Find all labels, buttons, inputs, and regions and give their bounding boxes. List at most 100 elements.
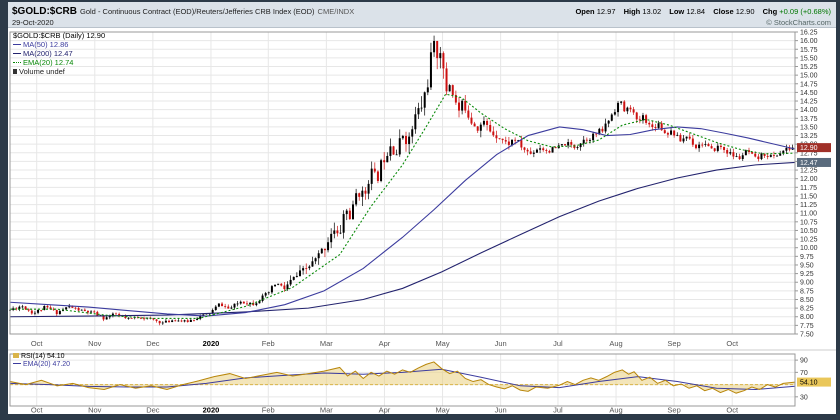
svg-text:15.25: 15.25	[800, 64, 818, 71]
legend-ma50-line: MA(50) 12.86	[13, 40, 105, 49]
svg-text:9.00: 9.00	[800, 280, 814, 287]
svg-text:15.75: 15.75	[800, 47, 818, 54]
svg-text:Apr: Apr	[379, 339, 391, 348]
svg-text:13.75: 13.75	[800, 116, 818, 123]
low-value: 12.84	[686, 7, 706, 16]
ma50-swatch-icon	[13, 44, 21, 45]
rsi-swatch-icon	[13, 353, 19, 358]
open-value: 12.97	[596, 7, 616, 16]
svg-text:12.75: 12.75	[800, 150, 818, 157]
svg-text:13.50: 13.50	[800, 124, 818, 131]
svg-text:15.50: 15.50	[800, 55, 818, 62]
svg-text:Apr: Apr	[379, 406, 391, 415]
svg-text:9.75: 9.75	[800, 254, 814, 261]
price-and-rsi-chart-canvas: 7.50 7.75 8.008.25 8.50 8.759.00 9.25 9.509.75…	[8, 30, 836, 415]
security-description: Gold - Continuous Contract (EOD)/Reuters…	[80, 7, 315, 16]
svg-text:12.00: 12.00	[800, 176, 818, 183]
svg-text:12.47: 12.47	[800, 160, 818, 167]
close-value: 12.90	[735, 7, 755, 16]
svg-text:May: May	[435, 406, 449, 415]
price-chart-legend: $GOLD:$CRB (Daily) 12.90 MA(50) 12.86 MA…	[13, 31, 105, 76]
svg-text:14.25: 14.25	[800, 99, 818, 106]
svg-text:14.50: 14.50	[800, 90, 818, 97]
svg-text:Sep: Sep	[667, 339, 680, 348]
volume-swatch-icon	[13, 69, 17, 74]
svg-text:Dec: Dec	[146, 339, 160, 348]
svg-text:16.00: 16.00	[800, 38, 818, 45]
low-label: Low	[669, 7, 685, 16]
chart-date: 29-Oct-2020	[12, 18, 54, 27]
svg-text:9.25: 9.25	[800, 271, 814, 278]
svg-text:Aug: Aug	[609, 406, 622, 415]
svg-text:Jul: Jul	[553, 406, 563, 415]
svg-text:14.75: 14.75	[800, 81, 818, 88]
svg-text:Feb: Feb	[262, 406, 275, 415]
rsi-panel-legend: RSI(14) 54.10 EMA(20) 47.20	[13, 353, 70, 369]
copyright: © StockCharts.com	[766, 18, 831, 27]
svg-text:8.00: 8.00	[800, 314, 814, 321]
svg-text:Nov: Nov	[88, 339, 102, 348]
svg-text:54.10: 54.10	[800, 380, 818, 387]
svg-text:Oct: Oct	[726, 339, 739, 348]
ema20-swatch-icon	[13, 62, 21, 63]
svg-text:8.50: 8.50	[800, 297, 814, 304]
svg-text:Jun: Jun	[495, 406, 507, 415]
svg-text:Mar: Mar	[320, 406, 333, 415]
svg-text:2020: 2020	[203, 339, 220, 348]
chart-panel: $GOLD:$CRB Gold - Continuous Contract (EO…	[8, 2, 836, 414]
high-label: High	[623, 7, 641, 16]
chg-label: Chg	[762, 7, 778, 16]
svg-text:10.50: 10.50	[800, 228, 818, 235]
svg-text:Mar: Mar	[320, 339, 333, 348]
svg-text:12.25: 12.25	[800, 168, 818, 175]
svg-text:Dec: Dec	[146, 406, 160, 415]
svg-text:11.50: 11.50	[800, 193, 817, 200]
chg-value: +0.09 (+0.68%)	[779, 7, 831, 16]
chart-header: $GOLD:$CRB Gold - Continuous Contract (EO…	[8, 2, 836, 28]
legend-ma200-line: MA(200) 12.47	[13, 49, 105, 58]
svg-text:10.25: 10.25	[800, 237, 818, 244]
quote-strip: Open 12.97 High 13.02 Low 12.84 Close 12…	[569, 6, 831, 17]
svg-text:Oct: Oct	[31, 406, 44, 415]
title-group: $GOLD:$CRB Gold - Continuous Contract (EO…	[12, 4, 354, 17]
svg-text:7.50: 7.50	[800, 332, 814, 339]
svg-text:11.00: 11.00	[800, 211, 817, 218]
svg-text:11.25: 11.25	[800, 202, 817, 209]
svg-text:Jul: Jul	[553, 339, 563, 348]
legend-symbol-line: $GOLD:$CRB (Daily) 12.90	[13, 31, 106, 40]
svg-text:Nov: Nov	[88, 406, 102, 415]
svg-text:Jun: Jun	[495, 339, 507, 348]
svg-text:10.00: 10.00	[800, 245, 818, 252]
close-label: Close	[713, 7, 734, 16]
ma200-swatch-icon	[13, 53, 21, 54]
svg-text:Oct: Oct	[726, 406, 739, 415]
legend-rsi-ema-line: EMA(20) 47.20	[13, 361, 70, 369]
svg-text:15.00: 15.00	[800, 73, 818, 80]
svg-text:12.90: 12.90	[800, 145, 818, 152]
svg-text:90: 90	[800, 358, 808, 365]
svg-text:16.25: 16.25	[800, 30, 818, 37]
rsi-ema-swatch-icon	[13, 363, 21, 364]
ticker-symbol: $GOLD:$CRB	[12, 6, 78, 17]
svg-text:7.75: 7.75	[800, 323, 814, 330]
legend-rsi-line: RSI(14) 54.10	[13, 353, 70, 361]
svg-text:30: 30	[800, 394, 808, 401]
svg-text:Sep: Sep	[667, 406, 680, 415]
exchange-label: CME/INDX	[317, 7, 355, 16]
svg-text:14.00: 14.00	[800, 107, 818, 114]
legend-volume-line: Volume undef	[13, 67, 105, 76]
svg-text:8.75: 8.75	[800, 288, 814, 295]
high-value: 13.02	[642, 7, 662, 16]
svg-text:May: May	[435, 339, 449, 348]
legend-ema20-line: EMA(20) 12.74	[13, 58, 105, 67]
svg-text:Oct: Oct	[31, 339, 44, 348]
svg-text:13.25: 13.25	[800, 133, 818, 140]
svg-text:10.75: 10.75	[800, 219, 818, 226]
svg-text:2020: 2020	[203, 406, 220, 415]
svg-text:9.50: 9.50	[800, 262, 814, 269]
open-label: Open	[575, 7, 595, 16]
svg-text:70: 70	[800, 370, 808, 377]
svg-text:Aug: Aug	[609, 339, 622, 348]
svg-text:Feb: Feb	[262, 339, 275, 348]
